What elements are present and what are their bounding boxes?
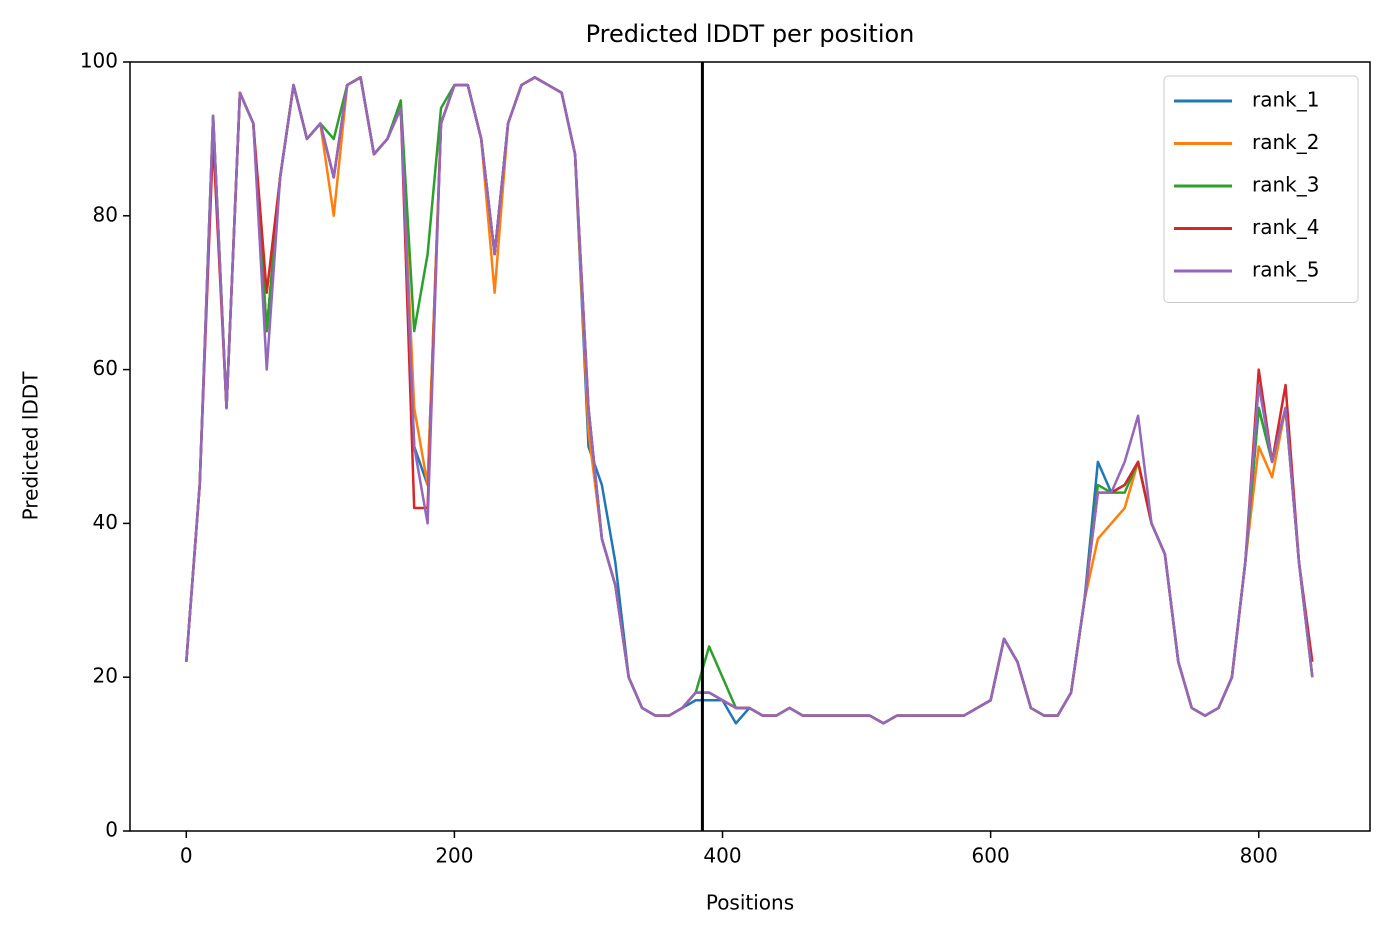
x-tick-label: 200 [435, 844, 473, 868]
y-tick-label: 0 [105, 818, 118, 842]
x-tick-label: 400 [703, 844, 741, 868]
chart-title: Predicted lDDT per position [586, 20, 915, 48]
y-tick-label: 20 [93, 664, 118, 688]
plot-frame [129, 61, 1371, 832]
series-line [185, 76, 1314, 725]
legend-box [1163, 75, 1359, 303]
x-tick-label: 0 [180, 844, 193, 868]
y-tick-label: 40 [93, 510, 118, 534]
series-line [185, 76, 1314, 725]
legend-label: rank_3 [1252, 173, 1319, 197]
legend-label: rank_4 [1252, 215, 1319, 239]
legend-label: rank_2 [1252, 130, 1319, 154]
x-tick-label: 800 [1240, 844, 1278, 868]
legend-label: rank_5 [1252, 258, 1319, 282]
x-axis-label: Positions [706, 891, 794, 915]
legend-label: rank_1 [1252, 88, 1319, 112]
series-line [185, 76, 1314, 725]
y-tick-label: 80 [93, 202, 118, 226]
x-tick-label: 600 [972, 844, 1010, 868]
series-line [185, 76, 1314, 725]
y-axis-label: Predicted lDDT [19, 371, 43, 521]
series-line [185, 76, 1314, 725]
y-tick-label: 100 [80, 49, 118, 73]
y-tick-label: 60 [93, 356, 118, 380]
